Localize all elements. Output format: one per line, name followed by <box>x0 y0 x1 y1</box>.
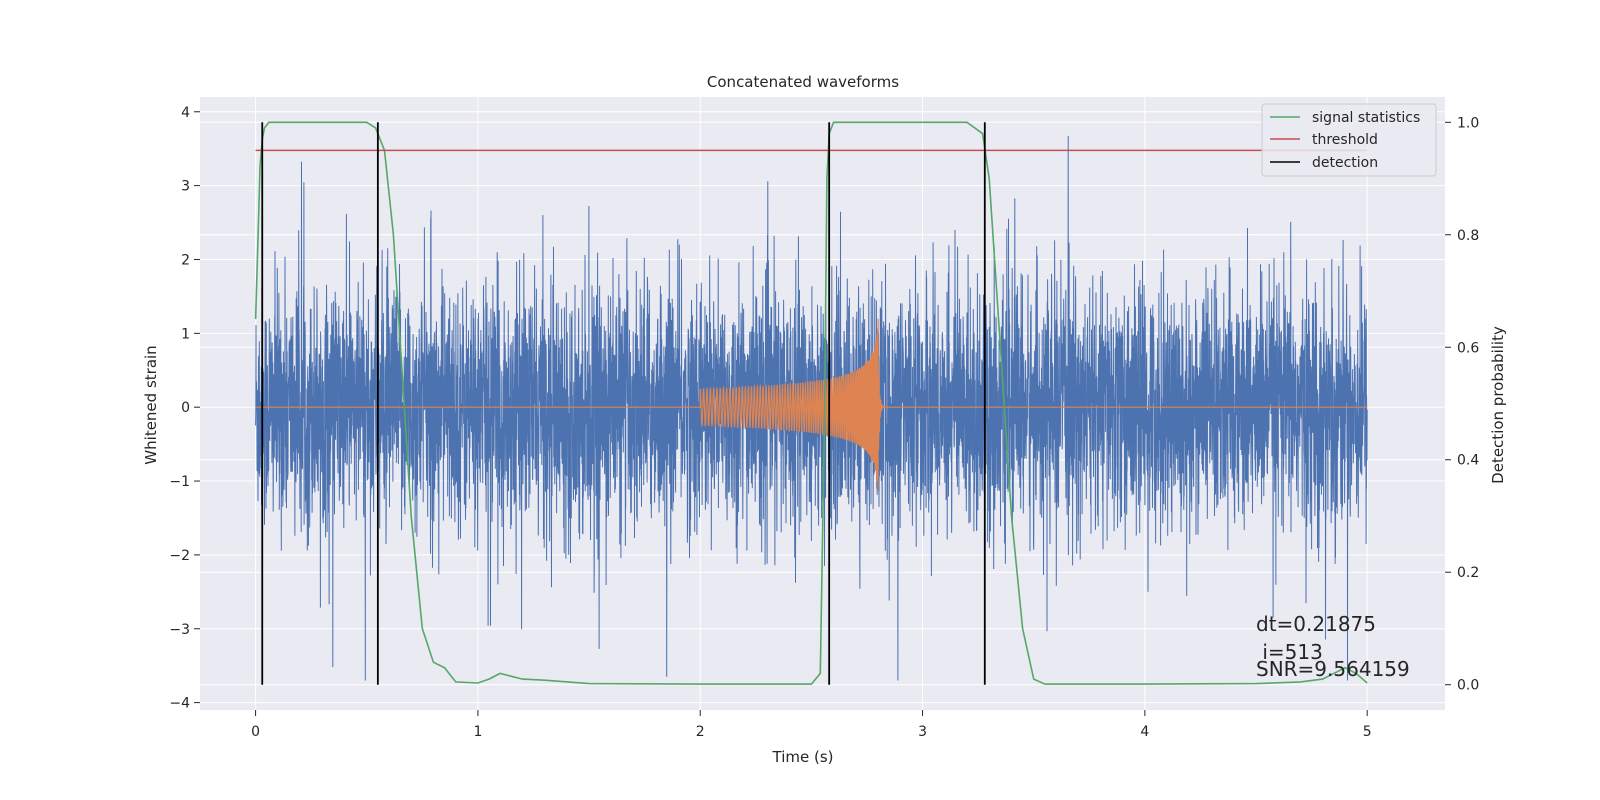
chart-title: Concatenated waveforms <box>707 73 899 91</box>
y-tick-label-5: 1 <box>181 326 190 342</box>
x-tick-label-2: 2 <box>696 724 705 740</box>
x-tick-label-3: 3 <box>918 724 927 740</box>
y-tick-label-0: −4 <box>169 696 190 712</box>
y2-tick-label-5: 1.0 <box>1457 115 1479 131</box>
y-tick-label-3: −1 <box>169 474 190 490</box>
signal-statistics-line <box>254 121 1368 685</box>
x-axis-label: Time (s) <box>772 748 834 766</box>
strain-series-line <box>255 135 1368 681</box>
x-tick-label-0: 0 <box>251 724 260 740</box>
legend-box <box>1261 103 1437 177</box>
y-tick-label-7: 3 <box>181 179 190 195</box>
annotation-index: i=513 <box>1256 640 1323 664</box>
annotation-snr: SNR=9.564159 <box>1256 657 1410 681</box>
x-tick-label-4: 4 <box>1140 724 1149 740</box>
x-tick-label-5: 5 <box>1363 724 1372 740</box>
right-axis: 0.0 0.2 0.4 0.6 0.8 1.0 <box>1445 115 1479 694</box>
legend-entry-signal: signal statistics <box>1312 110 1420 126</box>
y-tick-label-6: 2 <box>181 252 190 268</box>
x-tick-label-1: 1 <box>473 724 482 740</box>
y2-tick-label-1: 0.2 <box>1457 565 1479 581</box>
y-tick-label-1: −3 <box>169 622 190 638</box>
left-axis: −4 −3 −2 −1 0 1 2 3 4 <box>169 105 200 712</box>
y2-tick-label-4: 0.8 <box>1457 228 1479 244</box>
injection-series-line <box>255 318 1368 492</box>
annotation-dt: dt=0.21875 <box>1256 612 1376 636</box>
y2-tick-label-0: 0.0 <box>1457 678 1479 694</box>
detection-lines <box>261 122 986 685</box>
y-axis-label: Whitened strain <box>142 345 160 464</box>
legend: signal statistics threshold detection <box>1261 103 1437 177</box>
y2-tick-label-2: 0.4 <box>1457 453 1479 469</box>
legend-entry-threshold: threshold <box>1312 132 1378 148</box>
x-axis: 0 1 2 3 4 5 <box>251 710 1372 740</box>
y-tick-label-2: −2 <box>169 548 190 564</box>
plot-area <box>254 121 1368 685</box>
legend-entry-detection: detection <box>1312 155 1378 171</box>
y-tick-label-8: 4 <box>181 105 190 121</box>
y-tick-label-4: 0 <box>181 400 190 416</box>
y2-axis-label: Detection probability <box>1489 326 1507 484</box>
y2-tick-label-3: 0.6 <box>1457 340 1479 356</box>
